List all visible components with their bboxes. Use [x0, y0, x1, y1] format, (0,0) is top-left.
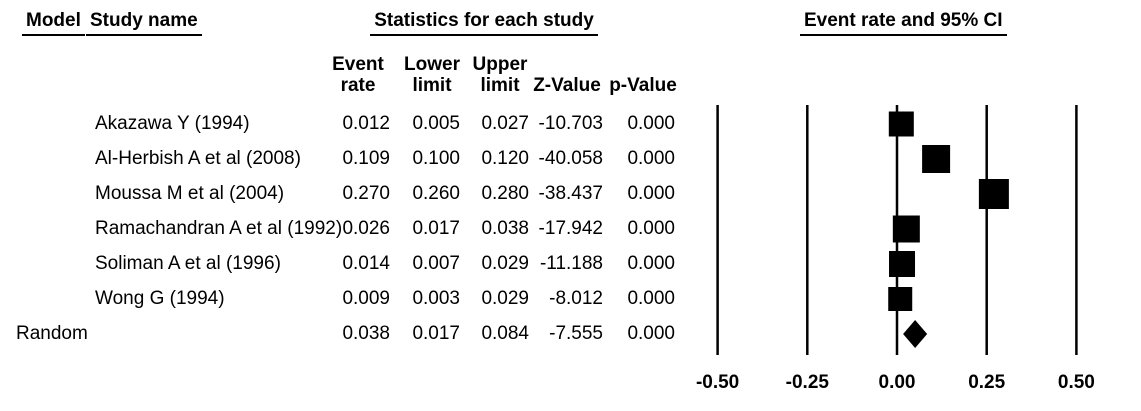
model-column-header: Model — [22, 10, 85, 36]
z-value-cell: -38.437 — [538, 183, 603, 204]
statistics-section-header: Statistics for each study — [331, 10, 637, 36]
table-row: Al-Herbish A et al (2008) 0.109 0.100 0.120… — [0, 142, 700, 176]
study-name-cell: Al-Herbish A et al (2008) — [95, 148, 301, 169]
upper-limit-cell: 0.029 — [481, 288, 529, 309]
event-rate-cell: 0.109 — [342, 148, 390, 169]
x-axis-tick-label: 0.00 — [878, 372, 916, 393]
p-value-cell: 0.000 — [627, 183, 675, 204]
study-marker-square — [978, 179, 1009, 209]
p-value-cell: 0.000 — [627, 288, 675, 309]
event-rate-cell: 0.038 — [342, 323, 390, 344]
event-rate-cell: 0.009 — [342, 288, 390, 309]
table-row: Ramachandran A et al (1992) 0.026 0.017 0.0… — [0, 212, 700, 246]
model-cell: Random — [16, 323, 88, 344]
x-axis-tick-label: -0.50 — [695, 372, 740, 393]
lower-limit-cell: 0.005 — [412, 113, 460, 134]
upper-limit-cell: 0.084 — [481, 323, 529, 344]
lower-limit-cell: 0.017 — [412, 323, 460, 344]
table-row: Wong G (1994) 0.009 0.003 0.029 -8.012 0.000 — [0, 282, 700, 316]
event-rate-cell: 0.026 — [342, 218, 390, 239]
table-row: Moussa M et al (2004) 0.270 0.260 0.280 -38.… — [0, 177, 700, 211]
p-value-cell: 0.000 — [627, 113, 675, 134]
p-value-cell: 0.000 — [627, 218, 675, 239]
study-name-cell: Akazawa Y (1994) — [95, 113, 250, 134]
p-value-cell: 0.000 — [627, 253, 675, 274]
ci-section-header: Event rate and 95% CI — [800, 10, 1007, 36]
study-name-cell: Moussa M et al (2004) — [95, 183, 285, 204]
z-value-cell: -11.188 — [539, 253, 603, 274]
study-marker-square — [888, 287, 913, 311]
p-value-cell: 0.000 — [627, 323, 675, 344]
study-marker-square — [889, 251, 916, 277]
summary-marker-diamond — [903, 320, 928, 348]
lower-limit-cell: 0.017 — [412, 218, 460, 239]
upper-limit-cell: 0.038 — [481, 218, 529, 239]
lower-limit-cell: 0.260 — [412, 183, 460, 204]
upper-limit-cell: 0.029 — [481, 253, 529, 274]
lower-limit-column-label: Lower limit — [404, 54, 460, 96]
z-value-column-label: Z-Value — [533, 75, 601, 96]
upper-limit-cell: 0.120 — [481, 148, 529, 169]
upper-limit-column-label: Upper limit — [472, 54, 528, 96]
x-axis-tick-label: -0.25 — [785, 372, 829, 393]
z-value-cell: -40.058 — [538, 148, 603, 169]
x-axis-tick-label: 0.25 — [968, 372, 1006, 393]
ci-section-header-text: Event rate and 95% CI — [800, 10, 1007, 36]
upper-limit-cell: 0.280 — [481, 183, 529, 204]
study-name-cell: Soliman A et al (1996) — [95, 253, 281, 274]
model-column-header-text: Model — [22, 10, 85, 36]
event-rate-column-label: Event rate — [332, 54, 384, 96]
lower-limit-cell: 0.100 — [412, 148, 460, 169]
z-value-cell: -8.012 — [549, 288, 603, 309]
event-rate-cell: 0.270 — [342, 183, 390, 204]
lower-limit-cell: 0.007 — [412, 253, 460, 274]
study-marker-square — [888, 111, 914, 137]
x-axis-tick-label: 0.50 — [1057, 372, 1095, 393]
study-name-column-header-text: Study name — [86, 10, 202, 36]
summary-row: Random 0.038 0.017 0.084 -7.555 0.000 — [0, 317, 700, 351]
z-value-cell: -17.942 — [538, 218, 603, 239]
p-value-column-label: p-Value — [609, 75, 677, 96]
study-marker-square — [922, 145, 951, 173]
upper-limit-cell: 0.027 — [481, 113, 529, 134]
study-name-cell: Wong G (1994) — [95, 288, 225, 309]
z-value-cell: -10.703 — [538, 113, 603, 134]
event-rate-cell: 0.012 — [342, 113, 390, 134]
lower-limit-cell: 0.003 — [412, 288, 460, 309]
statistics-section-header-text: Statistics for each study — [370, 10, 598, 36]
study-marker-square — [892, 215, 920, 243]
event-rate-cell: 0.014 — [342, 253, 390, 274]
study-name-cell: Ramachandran A et al (1992) — [95, 218, 343, 239]
z-value-cell: -7.555 — [549, 323, 603, 344]
p-value-cell: 0.000 — [627, 148, 675, 169]
table-row: Akazawa Y (1994) 0.012 0.005 0.027 -10.703 0.… — [0, 107, 700, 141]
study-name-column-header: Study name — [86, 10, 202, 36]
table-row: Soliman A et al (1996) 0.014 0.007 0.029 -11… — [0, 247, 700, 281]
